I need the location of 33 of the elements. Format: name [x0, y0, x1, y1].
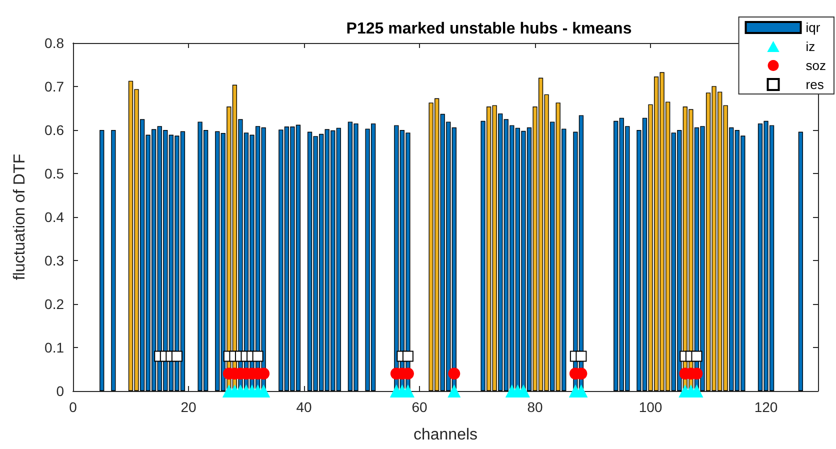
bar: [798, 132, 803, 391]
point: [448, 384, 461, 398]
x-tick-label: 80: [527, 399, 544, 415]
bar: [100, 130, 104, 391]
x-tick-label: 20: [180, 399, 196, 415]
y-tick-label: 0.1: [44, 340, 64, 356]
x-tick-label: 0: [69, 399, 78, 415]
point: [252, 350, 264, 362]
legend-label: soz: [806, 58, 826, 73]
y-tick-label: 0: [56, 383, 64, 399]
x-axis-title: channels: [413, 426, 478, 444]
legend-label: iqr: [806, 20, 821, 35]
y-tick-label: 0.3: [44, 252, 64, 268]
y-tick-label: 0.7: [44, 78, 64, 94]
y-tick-label: 0.6: [44, 122, 64, 138]
y-tick-label: 0.8: [44, 35, 64, 51]
x-tick-label: 60: [412, 399, 428, 415]
y-axis-title: fluctuation of DTF: [12, 154, 28, 280]
legend-label: res: [806, 77, 824, 92]
point: [576, 350, 587, 362]
y-tick-label: 0.5: [44, 166, 64, 182]
legend-label: iz: [806, 39, 816, 54]
x-tick-label: 40: [296, 399, 312, 415]
y-tick-label: 0.4: [44, 209, 64, 225]
point: [171, 350, 182, 362]
point: [691, 350, 702, 362]
x-tick-label: 100: [638, 399, 662, 415]
x-tick-label: 120: [754, 399, 778, 415]
y-tick-label: 0.2: [44, 296, 64, 312]
chart-title: P125 marked unstable hubs - kmeans: [346, 20, 632, 38]
point: [402, 350, 414, 362]
point: [448, 368, 460, 380]
bar: [111, 130, 116, 391]
